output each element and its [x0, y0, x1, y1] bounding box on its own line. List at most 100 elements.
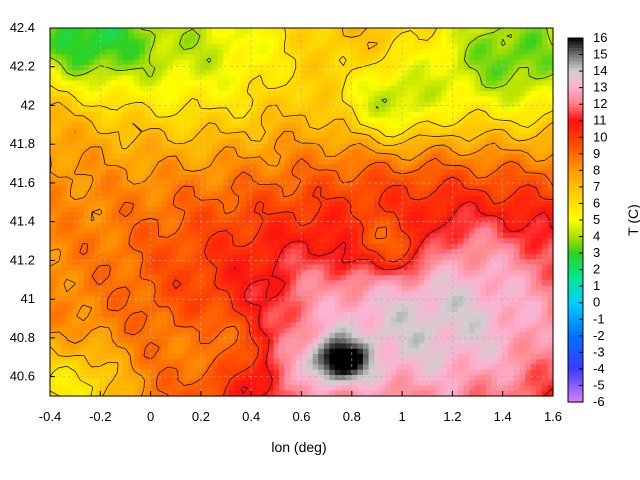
heatmap-cell: [418, 28, 426, 34]
heatmap-cell: [362, 49, 370, 55]
heatmap-cell: [217, 43, 224, 50]
heatmap-cell: [184, 138, 191, 145]
heatmap-cell: [351, 190, 358, 197]
heatmap-cell: [128, 254, 135, 260]
heatmap-cell: [89, 269, 96, 276]
heatmap-cell: [301, 106, 308, 113]
heatmap-cell: [379, 243, 386, 250]
heatmap-cell: [240, 222, 247, 229]
heatmap-cell: [245, 175, 252, 182]
heatmap-cell: [396, 385, 403, 392]
heatmap-cell: [290, 49, 297, 55]
heatmap-cell: [374, 264, 381, 271]
heatmap-cell: [346, 327, 353, 334]
heatmap-cell: [122, 70, 129, 76]
heatmap-cell: [83, 348, 90, 355]
heatmap-cell: [351, 212, 358, 218]
heatmap-cell: [217, 254, 224, 260]
heatmap-cell: [184, 248, 191, 255]
heatmap-cell: [72, 54, 79, 61]
heatmap-cell: [66, 222, 73, 229]
heatmap-cell: [290, 196, 297, 203]
heatmap-cell: [435, 138, 442, 145]
heatmap-cell: [385, 43, 392, 50]
heatmap-cell: [50, 380, 57, 387]
heatmap-cell: [212, 85, 219, 92]
heatmap-cell: [228, 206, 236, 213]
heatmap-cell: [212, 317, 219, 323]
heatmap-cell: [446, 127, 453, 134]
heatmap-cell: [390, 133, 398, 139]
heatmap-cell: [223, 348, 230, 355]
heatmap-cell: [189, 91, 196, 97]
heatmap-cell: [217, 117, 224, 124]
heatmap-cell: [100, 159, 107, 166]
heatmap-cell: [312, 64, 319, 71]
heatmap-cell: [318, 133, 325, 139]
heatmap-cell: [340, 127, 347, 134]
heatmap-cell: [189, 80, 196, 87]
heatmap-cell: [379, 185, 386, 192]
heatmap-cell: [100, 85, 107, 92]
heatmap-cell: [441, 59, 448, 66]
heatmap-cell: [133, 206, 141, 213]
heatmap-cell: [189, 101, 196, 108]
heatmap-cell: [167, 164, 174, 171]
heatmap-cell: [212, 143, 219, 150]
heatmap-cell: [111, 91, 118, 97]
heatmap-cell: [195, 227, 202, 234]
heatmap-cell: [256, 159, 263, 166]
heatmap-cell: [351, 75, 358, 82]
heatmap-cell: [256, 338, 263, 345]
heatmap-cell: [189, 185, 196, 192]
heatmap-cell: [184, 70, 191, 76]
heatmap-cell: [195, 91, 202, 97]
heatmap-cell: [50, 338, 57, 345]
heatmap-cell: [245, 343, 252, 350]
heatmap-cell: [172, 290, 180, 297]
heatmap-cell: [50, 127, 57, 134]
heatmap-cell: [307, 122, 314, 129]
heatmap-cell: [89, 75, 96, 82]
heatmap-cell: [273, 159, 280, 166]
heatmap-cell: [323, 143, 331, 150]
heatmap-cell: [145, 212, 152, 218]
heatmap-cell: [94, 185, 101, 192]
heatmap-cell: [156, 85, 163, 92]
heatmap-cell: [212, 117, 219, 124]
heatmap-cell: [424, 390, 431, 397]
heatmap-cell: [295, 169, 303, 176]
heatmap-cell: [441, 101, 448, 108]
heatmap-cell: [156, 64, 163, 71]
heatmap-cell: [55, 133, 62, 139]
heatmap-cell: [390, 101, 398, 108]
heatmap-cell: [72, 175, 79, 182]
heatmap-cell: [66, 322, 73, 329]
heatmap-cell: [145, 49, 152, 55]
heatmap-cell: [396, 133, 403, 139]
heatmap-cell: [245, 196, 252, 203]
heatmap-cell: [256, 122, 263, 129]
heatmap-cell: [307, 91, 314, 97]
heatmap-cell: [402, 28, 409, 34]
heatmap-cell: [228, 159, 236, 166]
heatmap-cell: [139, 190, 146, 197]
heatmap-cell: [217, 112, 224, 118]
heatmap-cell: [307, 38, 314, 45]
heatmap-cell: [312, 227, 319, 234]
heatmap-cell: [240, 143, 247, 150]
heatmap-cell: [251, 127, 258, 134]
heatmap-cell: [133, 359, 141, 366]
heatmap-cell: [368, 64, 375, 71]
heatmap-cell: [368, 169, 375, 176]
heatmap-cell: [189, 327, 196, 334]
heatmap-cell: [307, 28, 314, 34]
heatmap-cell: [111, 374, 118, 381]
heatmap-cell: [111, 254, 118, 260]
heatmap-cell: [178, 154, 185, 161]
heatmap-cell: [290, 380, 297, 387]
heatmap-cell: [150, 269, 157, 276]
heatmap-cell: [284, 269, 291, 276]
heatmap-cell: [145, 322, 152, 329]
heatmap-cell: [441, 359, 448, 366]
